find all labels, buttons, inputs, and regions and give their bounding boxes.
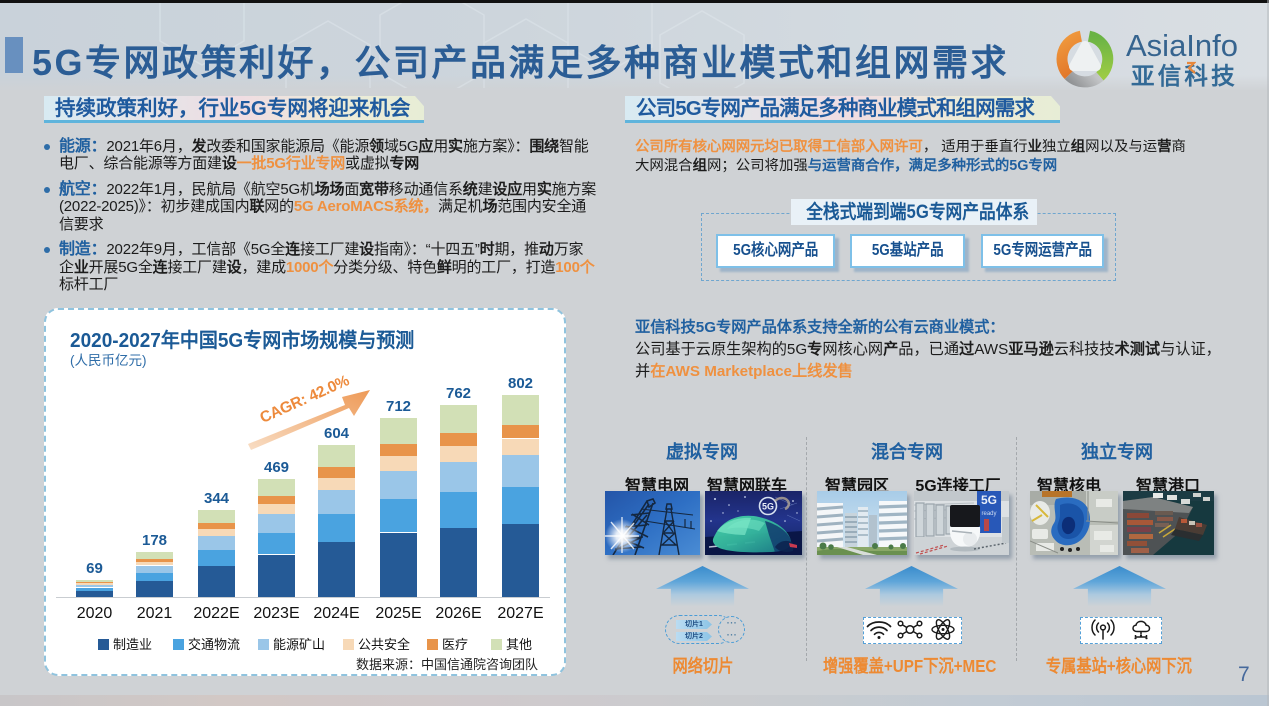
svg-text:5G: 5G — [762, 502, 774, 512]
svg-text:5G: 5G — [981, 493, 997, 507]
svg-text:ready: ready — [981, 511, 996, 517]
